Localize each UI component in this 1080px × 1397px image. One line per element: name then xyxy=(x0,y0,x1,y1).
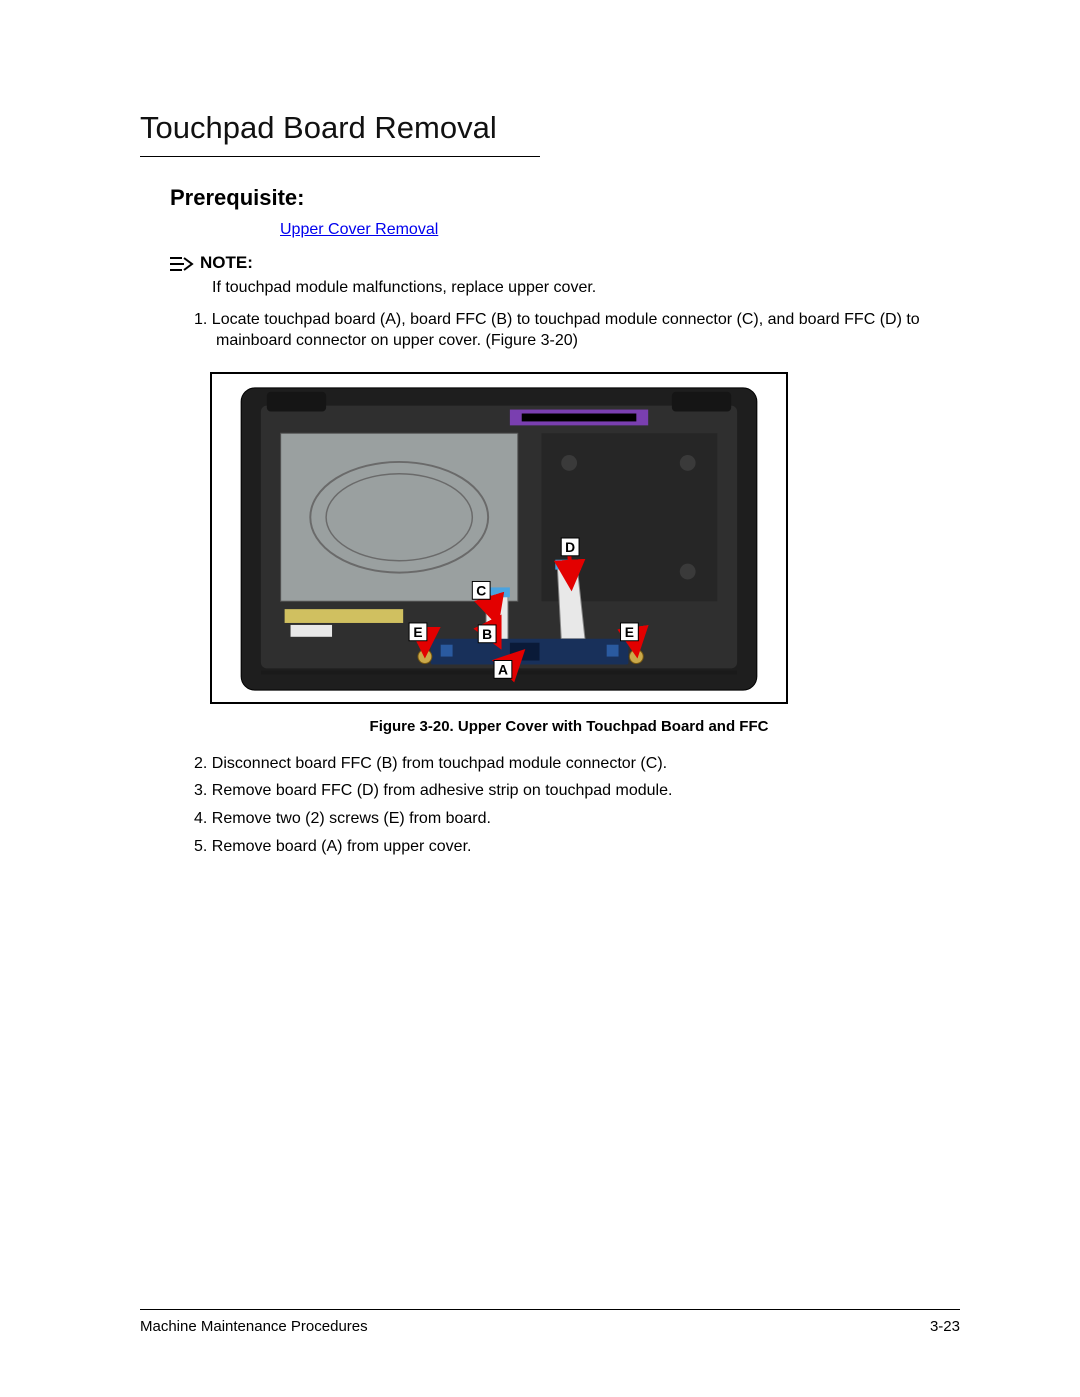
callout-E-left: E xyxy=(409,623,427,641)
step-3: 3. Remove board FFC (D) from adhesive st… xyxy=(194,780,960,802)
figure-caption: Figure 3-20. Upper Cover with Touchpad B… xyxy=(280,718,858,735)
callout-B: B xyxy=(478,625,496,643)
svg-text:B: B xyxy=(482,626,492,642)
note-row: NOTE: xyxy=(170,253,960,273)
callout-E-right: E xyxy=(621,623,639,641)
note-label: NOTE: xyxy=(200,253,253,273)
prerequisite-heading: Prerequisite: xyxy=(170,185,960,211)
title-block: Touchpad Board Removal xyxy=(140,110,960,157)
svg-text:D: D xyxy=(565,539,575,555)
callout-C: C xyxy=(472,581,490,599)
page-title: Touchpad Board Removal xyxy=(140,110,960,152)
figure-frame: A B C D E xyxy=(210,372,788,704)
figure-wrap: A B C D E xyxy=(210,372,960,735)
svg-text:C: C xyxy=(476,582,486,598)
footer-left: Machine Maintenance Procedures xyxy=(140,1318,368,1335)
svg-text:A: A xyxy=(498,661,508,677)
step-2: 2. Disconnect board FFC (B) from touchpa… xyxy=(194,753,960,775)
step-4: 4. Remove two (2) screws (E) from board. xyxy=(194,808,960,830)
note-text: If touchpad module malfunctions, replace… xyxy=(212,277,960,299)
title-underline xyxy=(140,156,540,157)
figure-svg: A B C D E xyxy=(212,374,786,702)
callout-D: D xyxy=(561,538,579,556)
page-footer: Machine Maintenance Procedures 3-23 xyxy=(140,1309,960,1335)
svg-text:E: E xyxy=(413,624,422,640)
page: Touchpad Board Removal Prerequisite: Upp… xyxy=(0,0,1080,1397)
callout-A: A xyxy=(494,660,512,678)
svg-text:E: E xyxy=(625,624,634,640)
footer-right: 3-23 xyxy=(930,1318,960,1335)
prerequisite-link[interactable]: Upper Cover Removal xyxy=(280,221,438,239)
step-1: 1. Locate touchpad board (A), board FFC … xyxy=(194,309,960,352)
note-icon xyxy=(170,255,194,273)
step-5: 5. Remove board (A) from upper cover. xyxy=(194,836,960,858)
